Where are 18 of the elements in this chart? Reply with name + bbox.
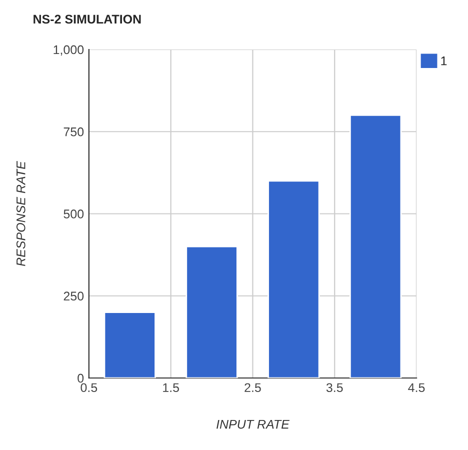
bar [268,180,320,378]
y-tick-label: 0 [78,374,84,383]
x-tick-label: 3.5 [326,383,343,392]
bar [104,312,156,378]
y-tick-label: 750 [64,127,84,136]
x-tick-label: 0.5 [80,383,98,392]
y-tick-label: 1,000 [54,45,84,56]
y-tick-label: 250 [64,292,84,301]
y-axis-title: RESPONSE RATE [16,160,26,266]
bar [186,246,238,378]
x-axis-title: INPUT RATE [216,420,290,429]
bar [349,114,402,378]
x-tick-label: 2.5 [244,383,261,392]
y-tick-label: 500 [64,210,84,218]
x-tick-label: 1.5 [163,383,179,392]
legend-label: 1 [441,56,447,66]
x-tick-label: 4.5 [408,383,425,392]
chart-title: NS-2 SIMULATION [34,14,141,24]
